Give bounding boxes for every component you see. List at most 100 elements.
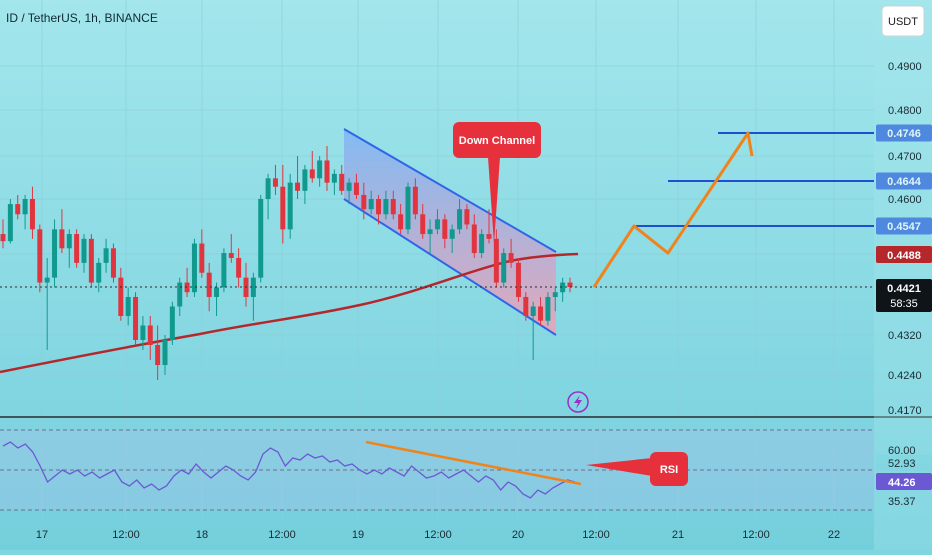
candle — [74, 229, 80, 268]
price-tick: 0.4800 — [888, 105, 922, 117]
candle — [486, 209, 492, 244]
candle — [523, 292, 529, 321]
price-axis: 0.4900 0.4800 0.4700 0.4600 0.4320 0.4240 0.41… — [888, 61, 922, 417]
candle — [169, 301, 175, 345]
candle — [52, 219, 58, 288]
candle — [228, 234, 234, 263]
time-tick: 12:00 — [742, 529, 770, 541]
time-tick: 20 — [512, 529, 524, 541]
candle — [353, 173, 359, 199]
candle — [560, 277, 566, 302]
candle — [368, 190, 374, 215]
candle — [493, 229, 499, 288]
candle — [214, 282, 220, 316]
candle — [339, 164, 345, 195]
price-tick: 0.4170 — [888, 405, 922, 417]
candle — [287, 173, 293, 239]
time-tick: 12:00 — [268, 529, 296, 541]
candle — [420, 204, 426, 239]
candle — [0, 219, 6, 249]
time-tick: 22 — [828, 529, 840, 541]
candle — [88, 234, 94, 288]
resistance-level[interactable]: 0.4547 — [636, 217, 932, 235]
last-price-label: 0.4421 — [887, 283, 921, 295]
rsi-value-b: 44.26 — [888, 477, 916, 489]
chart-title: ID / TetherUS, 1h, BINANCE — [6, 11, 158, 25]
candle — [434, 209, 440, 235]
candle — [221, 248, 227, 293]
rsi-axis: 60.00 52.93 44.26 35.37 — [876, 445, 932, 508]
candle — [346, 178, 352, 205]
candle — [552, 287, 558, 312]
last-price-tag: 0.4421 58:35 — [876, 279, 932, 312]
candle — [538, 296, 544, 326]
candle — [191, 238, 197, 297]
rsi-pane: RSI — [0, 429, 874, 511]
candle — [236, 248, 242, 288]
candle — [118, 267, 124, 321]
candle — [96, 257, 102, 293]
candle — [177, 277, 183, 316]
price-tick: 0.4320 — [888, 330, 922, 342]
lightning-icon[interactable] — [567, 391, 589, 413]
candle — [501, 248, 507, 288]
candle — [66, 229, 72, 268]
candle — [302, 164, 308, 205]
candle — [44, 257, 50, 350]
candle — [250, 272, 256, 321]
time-axis[interactable]: 17 12:00 18 12:00 19 12:00 20 12:00 21 12:00 22 — [36, 529, 840, 541]
time-tick: 17 — [36, 529, 48, 541]
candle — [383, 190, 389, 220]
resistance-level[interactable]: 0.4644 — [668, 172, 932, 190]
channel-lower-line[interactable] — [343, 198, 557, 336]
countdown-label: 58:35 — [890, 298, 918, 310]
candle — [390, 190, 396, 220]
currency-badge[interactable]: USDT — [881, 5, 925, 37]
candle — [59, 209, 65, 254]
time-tick: 12:00 — [424, 529, 452, 541]
candle — [530, 301, 536, 360]
time-tick: 21 — [672, 529, 684, 541]
candle — [184, 267, 190, 297]
candle — [376, 194, 382, 225]
candle — [15, 194, 21, 220]
resistance-level-label: 0.4547 — [887, 221, 921, 233]
rsi-tick-35: 35.37 — [888, 496, 916, 508]
time-tick: 12:00 — [112, 529, 140, 541]
candle — [412, 178, 418, 220]
resistance-level[interactable]: 0.4746 — [718, 124, 932, 142]
candle — [508, 238, 514, 268]
price-tick: 0.4600 — [888, 194, 922, 206]
rsi-tick-60: 60.00 — [888, 445, 916, 457]
candle — [7, 199, 13, 244]
candle — [398, 204, 404, 235]
candle — [449, 224, 455, 254]
candle — [147, 315, 153, 360]
candle — [155, 325, 161, 380]
candle — [162, 335, 168, 375]
candle — [81, 234, 87, 273]
candle — [324, 146, 330, 191]
candle — [479, 229, 485, 258]
candle — [206, 262, 212, 312]
rsi-label: RSI — [660, 464, 678, 476]
price-tick: 0.4900 — [888, 61, 922, 73]
candle — [103, 238, 109, 273]
currency-label: USDT — [888, 16, 918, 28]
ma-price-label: 0.4488 — [887, 250, 921, 262]
time-tick: 19 — [352, 529, 364, 541]
candle — [110, 243, 116, 283]
price-tick: 0.4240 — [888, 370, 922, 382]
channel-upper-line[interactable] — [343, 128, 557, 253]
candle — [199, 229, 205, 278]
candle — [471, 214, 477, 258]
candle — [295, 156, 301, 199]
candle — [125, 287, 131, 326]
candle — [567, 277, 573, 293]
rsi-line — [2, 441, 576, 499]
candle — [280, 164, 286, 244]
candle — [442, 214, 448, 249]
down-channel-callout: Down Channel — [453, 122, 541, 244]
